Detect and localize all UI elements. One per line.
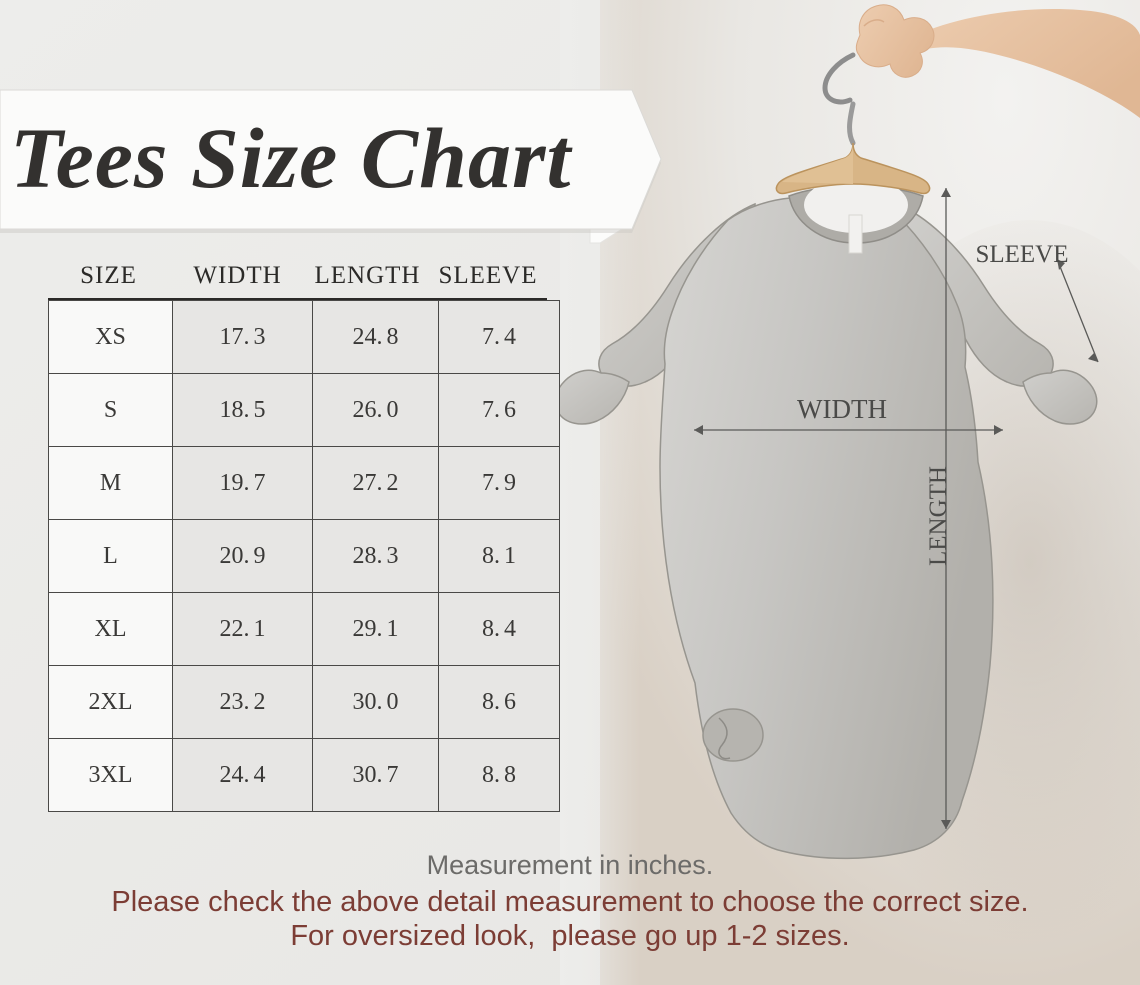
svg-text:SLEEVE: SLEEVE [975, 241, 1068, 268]
svg-text:LENGTH: LENGTH [925, 466, 952, 566]
svg-text:WIDTH: WIDTH [797, 394, 887, 424]
